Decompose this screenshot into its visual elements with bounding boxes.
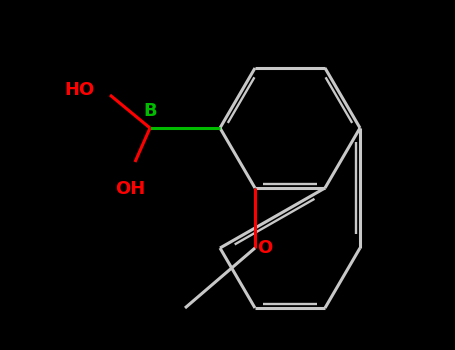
Text: O: O bbox=[257, 239, 272, 257]
Text: OH: OH bbox=[115, 180, 145, 198]
Text: HO: HO bbox=[65, 81, 95, 99]
Text: B: B bbox=[143, 102, 157, 120]
